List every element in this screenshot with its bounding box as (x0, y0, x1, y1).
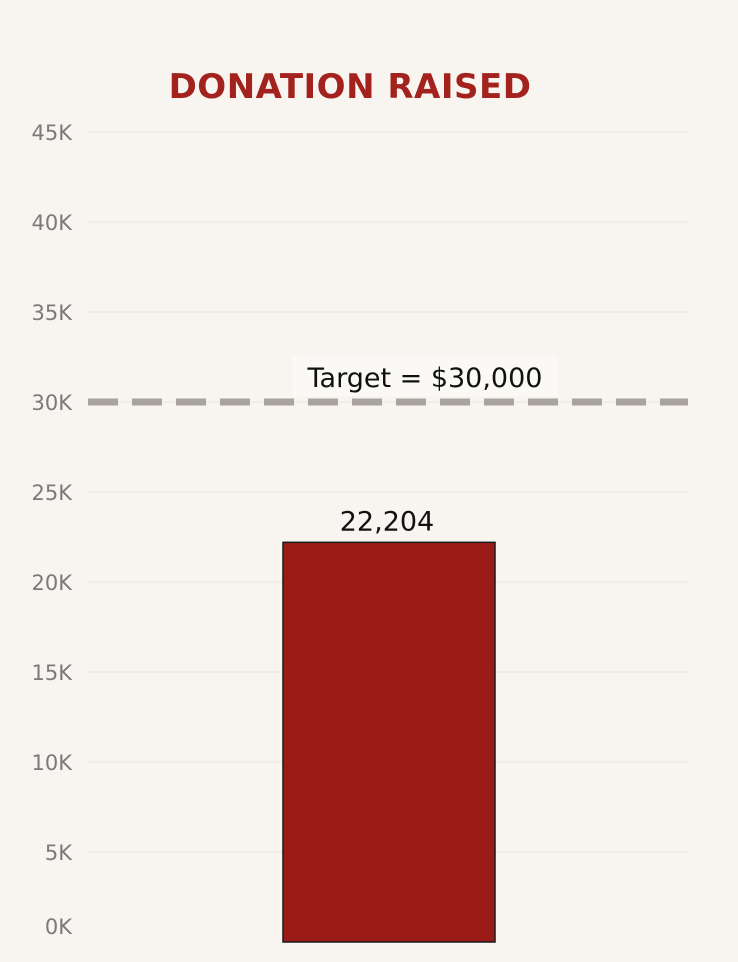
chart-title: DONATION RAISED (169, 67, 532, 107)
y-tick-label: 40K (32, 211, 74, 235)
target-reference: Target = $30,000 (88, 356, 688, 406)
y-tick-label: 5K (45, 841, 73, 865)
y-tick-label: 25K (32, 481, 74, 505)
y-tick-label: 10K (32, 751, 74, 775)
y-tick-label: 35K (32, 301, 74, 325)
y-tick-label: 30K (32, 391, 74, 415)
y-tick-label: 45K (32, 121, 74, 145)
bar-value-label: 22,204 (340, 506, 434, 537)
target-label-background (292, 356, 558, 396)
y-tick-label: 15K (32, 661, 74, 685)
y-axis-ticks: 0K 5K 10K 15K 20K 25K 30K 35K 40K 45K (32, 121, 74, 939)
y-tick-label: 20K (32, 571, 74, 595)
bar (282, 541, 496, 943)
bars: 22,204 (282, 506, 496, 943)
y-tick-label: 0K (45, 915, 73, 939)
target-label: Target = $30,000 (307, 363, 543, 394)
